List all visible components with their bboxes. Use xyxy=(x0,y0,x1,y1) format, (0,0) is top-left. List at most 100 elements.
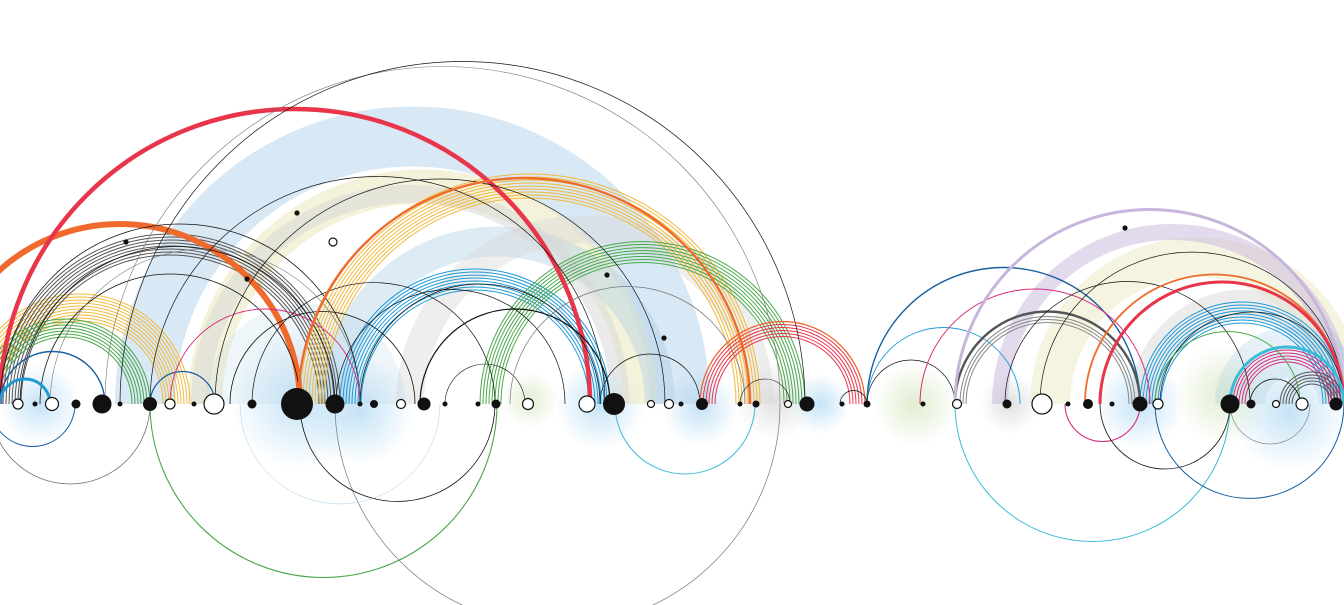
node-hollow xyxy=(951,398,963,410)
bundle-arc xyxy=(0,302,182,405)
arc-below xyxy=(149,403,498,579)
bundle-arc xyxy=(1288,380,1336,405)
band-arc xyxy=(115,106,710,405)
node-hollow xyxy=(12,398,24,410)
bundle-arc xyxy=(1285,377,1339,405)
arc xyxy=(839,390,868,405)
node-filled xyxy=(491,399,501,409)
bundle-arc xyxy=(1142,304,1342,405)
bundle-arc xyxy=(339,268,611,405)
bundle-arc xyxy=(1145,307,1339,405)
arc xyxy=(509,286,746,405)
bundle-arc xyxy=(959,316,1136,405)
bundle-arc xyxy=(485,247,800,405)
bundle-arc xyxy=(0,305,179,405)
junction-dot xyxy=(244,276,250,282)
arc xyxy=(296,176,752,405)
node-filled xyxy=(1246,399,1256,409)
arc xyxy=(1098,280,1344,405)
node-filled xyxy=(1132,396,1148,412)
bundle-arc xyxy=(348,277,602,405)
node-hollow xyxy=(578,395,596,413)
junction-dot xyxy=(1122,225,1128,231)
junction-dot xyxy=(294,210,300,216)
arc xyxy=(739,378,791,405)
arc-below xyxy=(1099,403,1231,470)
node-filled xyxy=(92,394,112,414)
node-filled xyxy=(920,401,926,407)
junction-dot xyxy=(661,335,667,341)
bundle-arc xyxy=(0,308,176,405)
arc xyxy=(953,208,1344,405)
glow xyxy=(1230,352,1344,472)
node-hollow xyxy=(1152,398,1164,410)
node-filled xyxy=(1220,394,1240,414)
arc-below xyxy=(334,403,781,605)
bundle-arc xyxy=(0,321,148,405)
bundle-arc xyxy=(500,262,785,405)
bundle-arc xyxy=(305,179,755,405)
arc xyxy=(599,353,701,405)
arc xyxy=(1004,281,1251,405)
bundle-arc xyxy=(0,293,191,405)
bundle-arc xyxy=(20,254,320,405)
node-hollow xyxy=(1295,397,1309,411)
arc xyxy=(251,282,496,405)
arc xyxy=(444,363,526,405)
node-filled xyxy=(370,400,378,408)
band-arc xyxy=(396,215,774,405)
bundle-arc xyxy=(317,191,743,405)
bundle-arc xyxy=(342,271,608,405)
node-hollow xyxy=(395,398,407,410)
node-hollow xyxy=(203,393,225,415)
arc xyxy=(1249,378,1301,405)
arc-bundles xyxy=(0,173,1344,405)
node-filled xyxy=(71,399,81,409)
arc xyxy=(1228,345,1344,405)
arc xyxy=(335,289,566,405)
bundle-arc xyxy=(14,248,326,405)
node-filled xyxy=(1109,401,1115,407)
arc xyxy=(39,273,301,405)
node-filled xyxy=(737,401,743,407)
bundle-arc xyxy=(1232,349,1342,405)
arc xyxy=(119,61,806,405)
node-hollow xyxy=(646,399,656,409)
arc-below xyxy=(0,403,151,485)
arc xyxy=(149,370,216,405)
node-filled xyxy=(1329,397,1343,411)
arc xyxy=(229,311,416,405)
bundle-arc xyxy=(314,188,746,405)
bundle-arc xyxy=(1282,374,1342,405)
node-filled xyxy=(799,396,815,412)
bundle-arc xyxy=(708,330,857,405)
arc xyxy=(49,248,361,405)
arc-below xyxy=(1154,403,1344,499)
bundle-arc xyxy=(1238,355,1336,405)
bundle-arc xyxy=(360,289,590,405)
arc xyxy=(419,308,611,405)
glow xyxy=(873,362,957,446)
node-hollow xyxy=(663,398,675,410)
arc-below xyxy=(954,403,1231,542)
bundle-arc xyxy=(702,324,863,405)
bundle-arc xyxy=(299,173,761,405)
arc xyxy=(0,106,593,405)
node-filled xyxy=(678,401,684,407)
arc xyxy=(104,66,781,405)
bundle-arc xyxy=(491,253,794,405)
arc xyxy=(0,377,52,405)
node-filled xyxy=(863,400,871,408)
arc xyxy=(19,246,336,405)
bundle-arc xyxy=(1139,301,1344,405)
arc-below xyxy=(1229,403,1311,445)
node-filled xyxy=(247,399,257,409)
bundle-arc xyxy=(0,296,188,405)
bundle-arc xyxy=(962,319,1133,405)
node-filled xyxy=(839,401,845,407)
arc xyxy=(149,176,606,405)
arc xyxy=(214,178,666,405)
arc xyxy=(0,221,303,405)
arc xyxy=(866,327,1021,405)
